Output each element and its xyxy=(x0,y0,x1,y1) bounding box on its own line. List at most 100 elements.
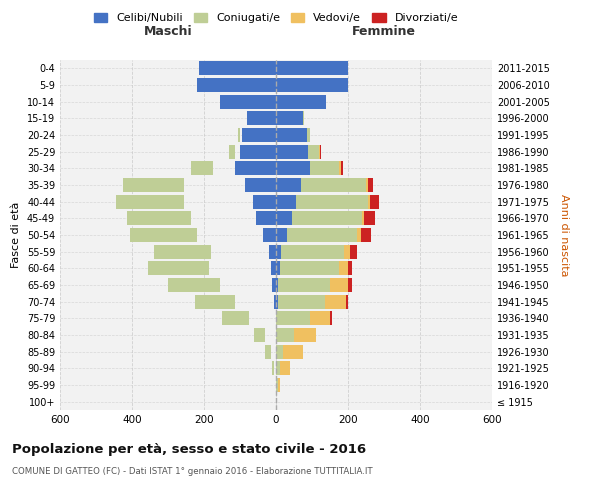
Bar xyxy=(280,361,290,376)
Bar xyxy=(235,162,276,175)
Bar xyxy=(181,194,182,209)
Bar xyxy=(307,128,310,142)
Bar xyxy=(209,162,211,175)
Bar xyxy=(276,78,348,92)
Bar xyxy=(191,162,213,175)
Bar xyxy=(325,294,346,308)
Bar xyxy=(276,378,278,392)
Bar xyxy=(175,178,179,192)
Bar xyxy=(368,178,373,192)
Bar xyxy=(269,244,276,259)
Bar xyxy=(271,261,276,276)
Bar xyxy=(319,144,320,159)
Bar xyxy=(200,261,204,276)
Bar xyxy=(242,128,276,142)
Bar xyxy=(222,311,249,326)
Bar xyxy=(272,361,274,376)
Bar xyxy=(276,244,281,259)
Bar xyxy=(181,178,182,192)
Y-axis label: Fasce di età: Fasce di età xyxy=(11,202,21,268)
Bar xyxy=(276,294,278,308)
Bar xyxy=(267,344,269,359)
Bar xyxy=(242,311,245,326)
Bar xyxy=(276,128,307,142)
Bar xyxy=(231,294,233,308)
Bar xyxy=(258,328,262,342)
Bar xyxy=(206,261,208,276)
Bar xyxy=(276,62,348,76)
Bar xyxy=(292,211,362,226)
Bar xyxy=(339,162,341,175)
Bar xyxy=(127,211,191,226)
Bar xyxy=(276,144,308,159)
Bar xyxy=(348,261,352,276)
Legend: Celibi/Nubili, Coniugati/e, Vedovi/e, Divorziati/e: Celibi/Nubili, Coniugati/e, Vedovi/e, Di… xyxy=(89,8,463,28)
Bar xyxy=(276,194,296,209)
Bar xyxy=(148,261,209,276)
Bar xyxy=(253,194,276,209)
Bar xyxy=(256,211,276,226)
Bar xyxy=(330,278,348,292)
Bar xyxy=(303,112,304,126)
Bar xyxy=(276,178,301,192)
Bar xyxy=(278,294,325,308)
Bar xyxy=(278,278,330,292)
Bar xyxy=(301,178,366,192)
Bar xyxy=(238,128,240,142)
Bar xyxy=(366,178,368,192)
Bar xyxy=(274,294,276,308)
Bar xyxy=(168,194,175,209)
Bar xyxy=(276,278,278,292)
Bar xyxy=(280,261,339,276)
Bar xyxy=(208,244,209,259)
Bar xyxy=(346,294,348,308)
Bar xyxy=(276,311,310,326)
Bar xyxy=(310,162,339,175)
Bar xyxy=(197,78,276,92)
Bar xyxy=(370,194,379,209)
Bar xyxy=(130,228,197,242)
Bar xyxy=(173,228,184,242)
Bar xyxy=(123,178,184,192)
Bar xyxy=(208,162,209,175)
Text: Femmine: Femmine xyxy=(352,24,416,38)
Bar xyxy=(217,278,218,292)
Bar xyxy=(368,194,370,209)
Bar xyxy=(341,162,343,175)
Bar xyxy=(254,328,265,342)
Bar xyxy=(220,94,276,109)
Bar xyxy=(154,244,211,259)
Text: Maschi: Maschi xyxy=(143,24,193,38)
Bar xyxy=(294,328,316,342)
Bar xyxy=(308,144,319,159)
Bar xyxy=(229,144,235,159)
Bar xyxy=(296,194,368,209)
Bar xyxy=(247,112,276,126)
Bar xyxy=(330,311,332,326)
Bar xyxy=(188,211,190,226)
Bar xyxy=(276,361,280,376)
Bar xyxy=(350,244,357,259)
Bar xyxy=(276,344,283,359)
Bar xyxy=(276,211,292,226)
Bar xyxy=(276,112,303,126)
Bar xyxy=(199,244,204,259)
Bar xyxy=(278,378,280,392)
Bar xyxy=(344,244,350,259)
Bar xyxy=(193,228,195,242)
Bar xyxy=(276,261,280,276)
Bar xyxy=(265,344,271,359)
Bar xyxy=(242,311,244,326)
Bar xyxy=(361,228,371,242)
Bar xyxy=(357,228,361,242)
Bar xyxy=(229,294,231,308)
Bar xyxy=(362,211,364,226)
Bar xyxy=(199,62,276,76)
Bar xyxy=(246,112,247,126)
Bar xyxy=(195,294,235,308)
Bar xyxy=(310,311,330,326)
Bar xyxy=(276,328,294,342)
Bar xyxy=(168,278,220,292)
Bar xyxy=(240,144,276,159)
Bar xyxy=(348,278,352,292)
